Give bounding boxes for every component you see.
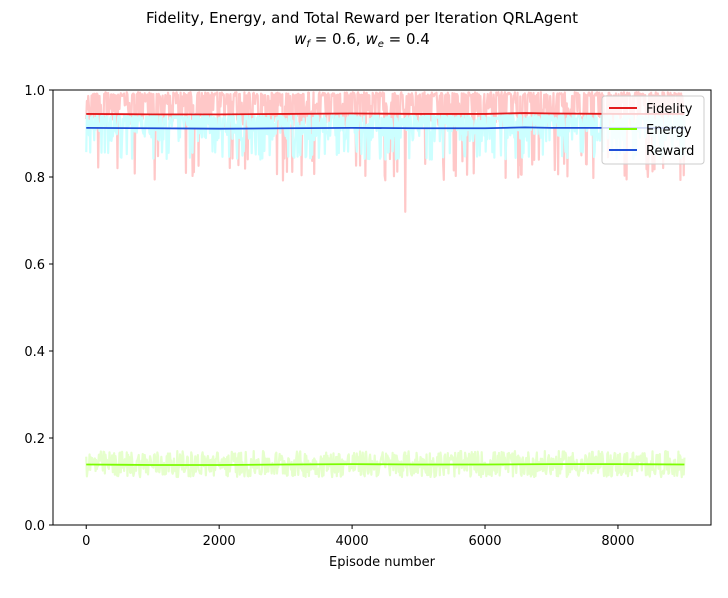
subtitle-wf-symbol: w (294, 30, 307, 48)
raw-line-reward (85, 112, 686, 161)
smoothed-line-energy (86, 463, 685, 466)
raw-line-energy (85, 449, 686, 479)
x-axis-label: Episode number (329, 555, 436, 570)
legend-label-reward: Reward (646, 144, 694, 159)
chart-title: Fidelity, Energy, and Total Reward per I… (146, 9, 578, 27)
y-tick-label: 0.8 (24, 171, 45, 186)
x-tick-label: 4000 (336, 534, 369, 549)
subtitle-we-value: = 0.4 (384, 30, 430, 48)
subtitle-we-subscript: e (378, 39, 384, 50)
plot-frame (52, 89, 712, 526)
y-tick-label: 0.2 (24, 432, 45, 447)
legend-box (601, 95, 705, 165)
x-tick-label: 0 (82, 534, 90, 549)
smoothed-line-reward (86, 126, 685, 130)
subtitle-wf-value: = 0.6, (310, 30, 366, 48)
x-tick-label: 6000 (468, 534, 501, 549)
y-tick-label: 0.0 (24, 519, 45, 534)
y-axis: 0.0 0.2 0.4 0.6 0.8 1.0 (24, 84, 53, 534)
raw-line-fidelity (85, 91, 686, 213)
legend-label-fidelity: Fidelity (646, 102, 693, 117)
subtitle-we-symbol: w (365, 30, 378, 48)
legend: Fidelity Energy Reward (601, 95, 705, 165)
legend-label-energy: Energy (646, 123, 692, 138)
smoothed-series-layer (86, 112, 685, 466)
y-tick-label: 0.6 (24, 258, 45, 273)
x-axis: 0 2000 4000 6000 8000 (82, 525, 634, 549)
raw-series-layer (85, 91, 686, 479)
subtitle-wf-subscript: f (306, 39, 311, 50)
smoothed-line-fidelity (86, 112, 685, 116)
y-tick-label: 1.0 (24, 84, 45, 99)
chart-subtitle: wf = 0.6, we = 0.4 (294, 30, 430, 50)
y-tick-label: 0.4 (24, 345, 45, 360)
x-tick-label: 2000 (203, 534, 236, 549)
x-tick-label: 8000 (601, 534, 634, 549)
